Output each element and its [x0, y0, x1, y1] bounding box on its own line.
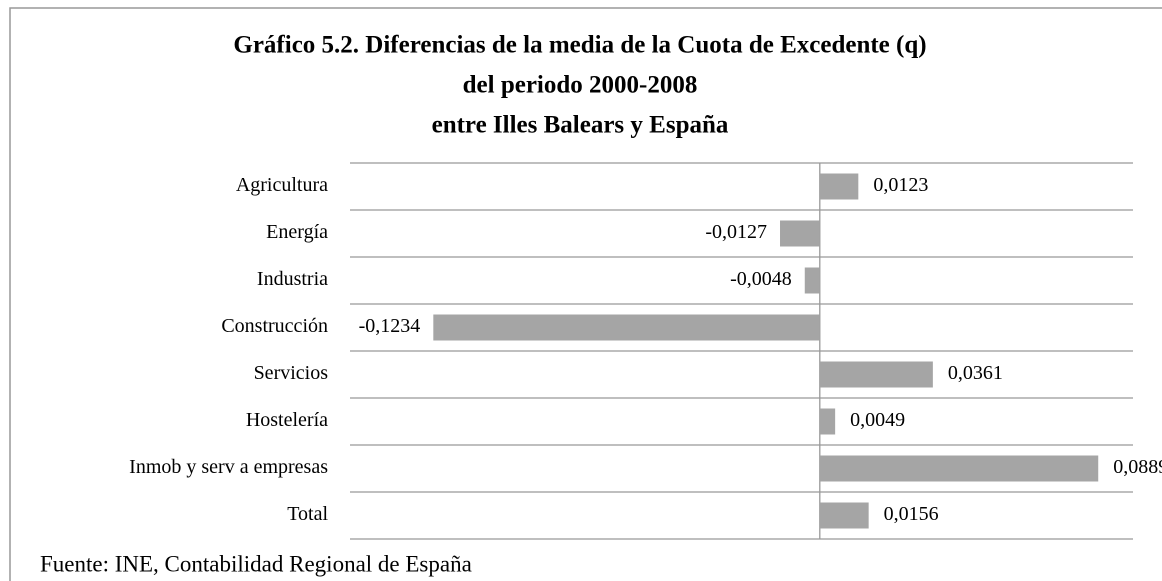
bar [819, 361, 933, 388]
value-label: -0,0127 [705, 221, 767, 243]
category-label: Inmob y serv a empresas [129, 456, 328, 478]
value-label: 0,0123 [873, 174, 928, 196]
category-label: Construcción [221, 315, 328, 337]
bar [819, 502, 869, 529]
bar [804, 267, 820, 294]
frame [9, 7, 1162, 581]
value-label: 0,0889 [1113, 456, 1162, 478]
value-label: 0,0156 [884, 503, 939, 525]
category-label: Industria [257, 268, 328, 290]
category-label: Servicios [254, 362, 329, 384]
bar [819, 455, 1099, 482]
category-label: Energía [266, 221, 328, 243]
value-label: -0,1234 [359, 315, 421, 337]
category-label: Agricultura [236, 174, 328, 196]
value-label: -0,0048 [730, 268, 792, 290]
bar [780, 220, 820, 247]
bar [433, 314, 820, 341]
category-label: Total [287, 503, 328, 525]
bar [819, 408, 836, 435]
chart-title: Gráfico 5.2. Diferencias de la media de … [233, 32, 926, 59]
source: Fuente: INE, Contabilidad Regional de Es… [40, 551, 472, 576]
chart-title: del periodo 2000-2008 [463, 72, 698, 99]
value-label: 0,0361 [948, 362, 1003, 384]
bar [819, 173, 859, 200]
chart-title: entre Illes Balears y España [432, 112, 729, 139]
category-label: Hostelería [246, 409, 328, 431]
value-label: 0,0049 [850, 409, 905, 431]
